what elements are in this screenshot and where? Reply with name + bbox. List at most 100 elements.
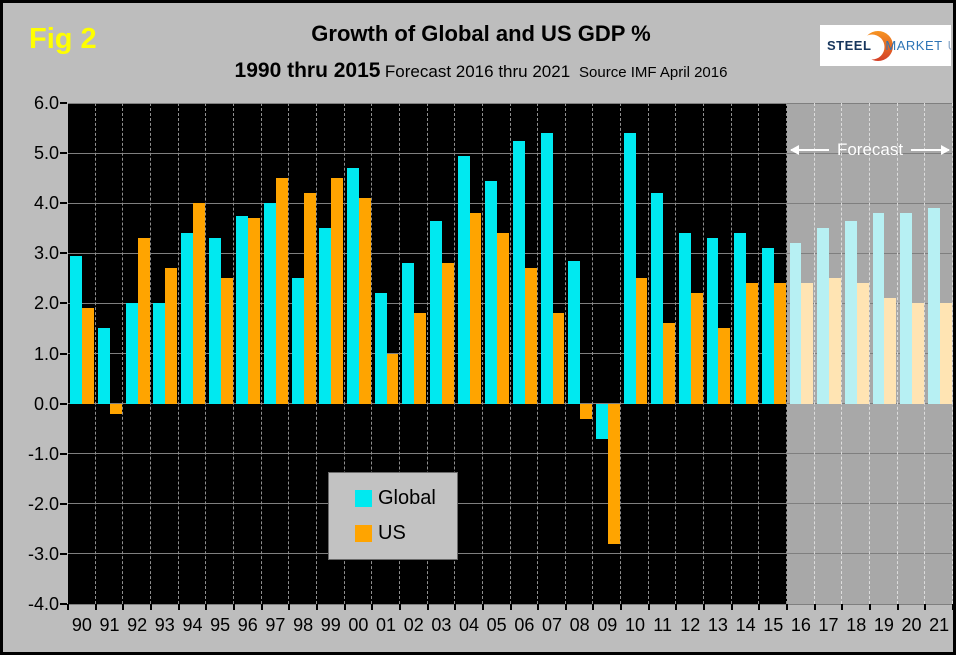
chart-subtitle: 1990 thru 2015 Forecast 2016 thru 2021 S… <box>3 59 953 83</box>
bar-us-01 <box>386 353 399 404</box>
x-gridline <box>232 103 234 604</box>
bar-global-92 <box>125 303 138 404</box>
x-axis-tick-label: 20 <box>901 615 922 635</box>
bar-global-15 <box>761 248 774 404</box>
bar-global-10 <box>623 133 636 404</box>
y-axis-tick-mark <box>60 352 67 355</box>
x-axis-tick-mark <box>67 604 69 610</box>
x-gridline <box>703 103 705 604</box>
bar-global-96 <box>236 215 249 404</box>
bar-us-08 <box>580 403 593 419</box>
x-axis-tick-label: 19 <box>873 615 894 635</box>
x-axis-tick-mark <box>343 604 346 610</box>
x-axis-tick-mark <box>620 604 623 610</box>
bar-us-10 <box>635 278 648 404</box>
x-axis-tick-label: 90 <box>71 615 92 635</box>
x-axis-tick-label: 13 <box>707 615 728 635</box>
x-axis-tick-label: 95 <box>210 615 231 635</box>
x-gridline <box>896 103 898 604</box>
y-axis-tick-mark <box>60 102 67 104</box>
y-axis-tick-label: -4.0 <box>27 594 59 614</box>
x-gridline <box>481 103 483 604</box>
x-axis-tick-mark <box>537 604 540 610</box>
bar-us-15 <box>773 283 786 404</box>
bar-global-14 <box>734 233 747 404</box>
bar-global-11 <box>651 193 664 404</box>
x-gridline <box>675 103 677 604</box>
y-gridline <box>68 353 953 354</box>
bar-global-04 <box>457 155 470 404</box>
x-axis-tick-mark <box>730 604 733 610</box>
bar-us-03 <box>441 263 454 404</box>
y-gridline <box>68 553 953 555</box>
x-gridline <box>398 103 400 604</box>
legend: Global US <box>328 472 458 560</box>
bar-global-20 <box>900 213 913 404</box>
bar-us-07 <box>552 313 565 404</box>
x-axis-tick-label: 16 <box>790 615 811 635</box>
x-axis-tick-label: 14 <box>735 615 756 635</box>
x-gridline <box>564 103 566 604</box>
bar-global-08 <box>568 260 581 404</box>
x-gridline <box>260 103 262 604</box>
bar-global-02 <box>402 263 415 404</box>
bar-us-00 <box>358 198 371 404</box>
x-gridline <box>177 103 179 604</box>
x-axis-tick-label: 93 <box>154 615 175 635</box>
logo-word-update: UPDATE <box>948 38 951 53</box>
bar-us-90 <box>82 308 95 404</box>
x-axis-tick-mark <box>758 604 761 610</box>
logo-word-steel: STEEL <box>827 38 872 53</box>
logo-word-market: MARKET <box>885 38 943 53</box>
x-gridline <box>592 103 594 604</box>
y-axis-tick-label: -1.0 <box>27 443 59 464</box>
x-axis-tick-label: 98 <box>293 615 314 635</box>
x-axis-tick-label: 07 <box>541 615 562 635</box>
y-gridline <box>68 252 953 254</box>
bar-global-93 <box>153 303 166 404</box>
x-axis-tick-mark <box>232 604 235 610</box>
x-gridline <box>205 103 207 604</box>
x-axis-tick-mark <box>509 604 512 610</box>
y-axis-tick-label: 3.0 <box>33 243 59 264</box>
x-axis-tick-mark <box>315 604 318 610</box>
x-axis-tick-mark <box>454 604 457 610</box>
bar-us-13 <box>718 328 731 404</box>
x-gridline <box>869 103 871 604</box>
bar-us-97 <box>275 178 288 404</box>
bar-global-21 <box>927 208 940 404</box>
x-gridline <box>122 103 124 604</box>
bar-global-01 <box>374 293 387 404</box>
x-axis-tick-label: 97 <box>265 615 286 635</box>
x-axis-tick-mark <box>924 604 927 610</box>
bar-global-05 <box>485 180 498 404</box>
x-axis-tick-label: 02 <box>403 615 424 635</box>
x-axis-tick-mark <box>647 604 650 610</box>
bar-global-98 <box>291 278 304 404</box>
x-gridline <box>288 103 290 604</box>
x-gridline <box>537 103 539 604</box>
bar-global-16 <box>789 243 802 404</box>
steel-market-update-logo: STEEL MARKET UPDATE <box>820 25 951 66</box>
y-gridline <box>68 102 953 104</box>
bar-global-07 <box>540 133 553 404</box>
bar-global-95 <box>208 238 221 404</box>
logo-crescent-icon <box>859 31 893 61</box>
x-axis-tick-mark <box>675 604 678 610</box>
bar-us-19 <box>884 298 897 404</box>
bar-us-16 <box>801 283 814 404</box>
bar-us-92 <box>137 238 150 404</box>
y-axis-tick-label: -3.0 <box>27 543 59 564</box>
y-gridline <box>68 202 953 204</box>
bar-us-99 <box>331 178 344 404</box>
y-axis-tick-label: 1.0 <box>33 343 59 364</box>
legend-swatch-us <box>355 525 372 542</box>
y-axis-tick-label: 4.0 <box>33 193 59 214</box>
x-axis-tick-label: 06 <box>514 615 535 635</box>
forecast-left-arrow-icon <box>790 145 829 155</box>
y-gridline <box>68 302 953 304</box>
bar-us-21 <box>939 303 952 404</box>
bar-global-13 <box>706 238 719 404</box>
x-gridline <box>813 103 815 604</box>
